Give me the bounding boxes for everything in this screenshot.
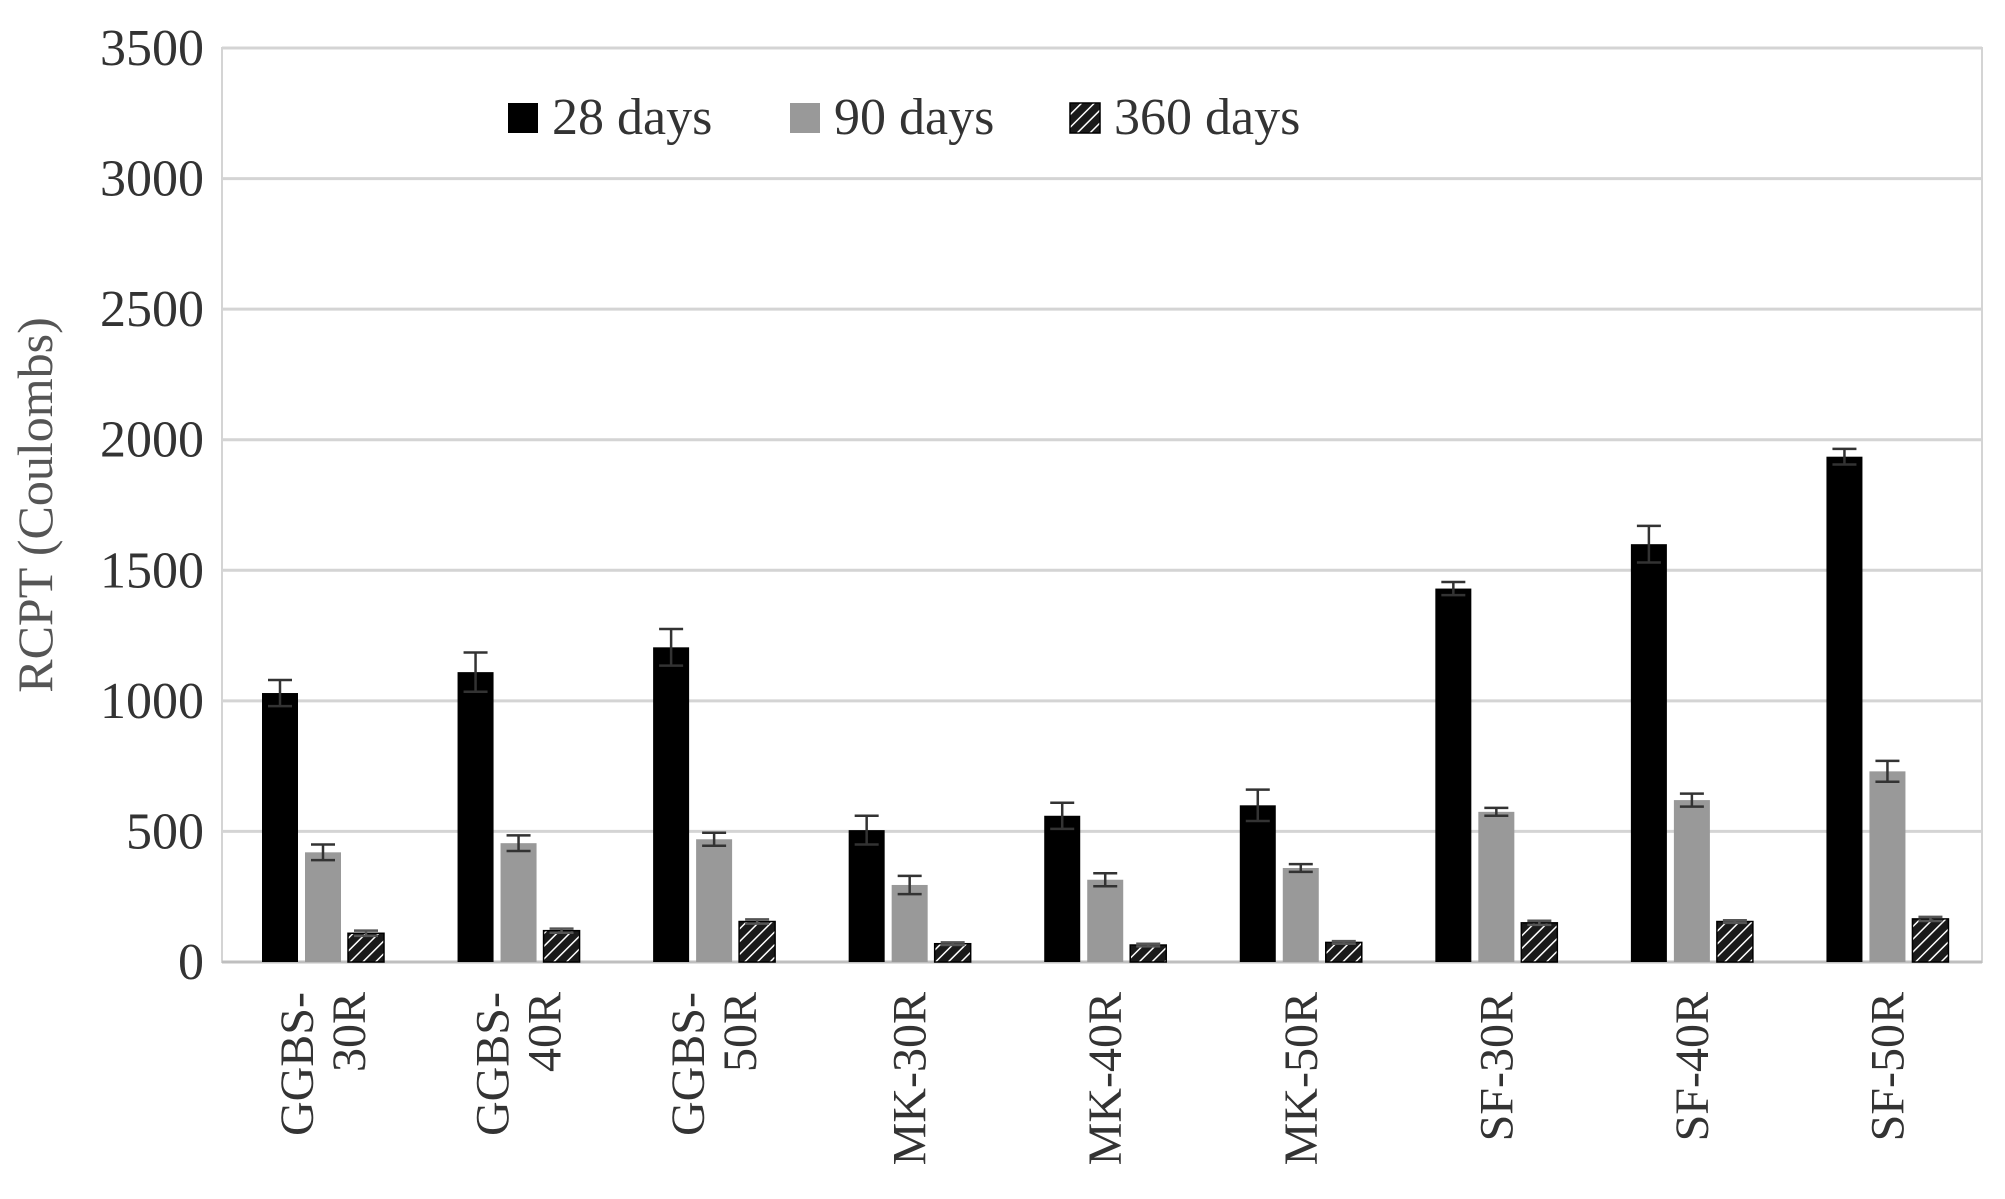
bar-90-days xyxy=(1282,867,1319,962)
x-category-label: MK-40R xyxy=(1079,992,1132,1165)
x-category-label: GGBS- xyxy=(662,992,715,1136)
y-tick-label: 3500 xyxy=(100,20,204,77)
bar-28-days xyxy=(653,647,690,962)
bar-90-days xyxy=(891,884,928,962)
y-tick-label: 1000 xyxy=(100,673,204,730)
y-tick-label: 0 xyxy=(178,934,204,991)
x-category-label: 40R xyxy=(519,992,572,1072)
bar-90-days xyxy=(1087,879,1124,962)
bar-28-days xyxy=(848,830,885,962)
bar-28-days xyxy=(1630,544,1667,962)
bar-360-days xyxy=(1716,920,1754,963)
bar-360-days xyxy=(738,920,776,963)
bar-28-days xyxy=(1826,456,1863,962)
bar-28-days xyxy=(262,693,298,962)
bar-90-days xyxy=(305,852,341,962)
y-tick-label: 1500 xyxy=(100,542,204,599)
legend-label: 360 days xyxy=(1114,89,1300,146)
bar-360-days xyxy=(933,942,972,963)
bar-360-days xyxy=(1520,922,1559,963)
x-category-label: GGBS- xyxy=(467,992,520,1136)
legend-swatch xyxy=(1069,102,1101,134)
legend: 28 days 90 days 360 days xyxy=(508,89,1300,146)
bar-28-days xyxy=(1239,805,1276,962)
y-tick-label: 2500 xyxy=(100,281,204,338)
bar-90-days xyxy=(1869,771,1906,962)
x-category-label: SF-40R xyxy=(1666,992,1719,1141)
bar-28-days xyxy=(457,672,494,962)
x-category-label: 50R xyxy=(714,992,767,1072)
legend-label: 28 days xyxy=(552,89,712,146)
legend-label: 90 days xyxy=(834,89,994,146)
bar-90-days xyxy=(696,839,733,962)
x-axis-categories: GGBS- 30R GGBS- 40R GGBS- 50R MK-30R MK-40R MK-5… xyxy=(271,992,1914,1165)
x-category-label: GGBS- xyxy=(271,992,324,1136)
y-tick-label: 500 xyxy=(126,803,204,860)
y-tick-label: 2000 xyxy=(100,412,204,469)
bar-360-days xyxy=(1325,941,1363,963)
x-category-label: MK-50R xyxy=(1275,992,1328,1165)
bar-360-days xyxy=(1911,918,1950,963)
legend-swatch xyxy=(790,103,820,133)
bar-360-days xyxy=(347,932,385,963)
y-tick-label: 3000 xyxy=(100,151,204,208)
bar-360-days xyxy=(542,929,581,963)
x-category-label: SF-30R xyxy=(1470,992,1523,1141)
x-category-label: MK-30R xyxy=(884,992,937,1165)
bar-90-days xyxy=(1673,800,1710,962)
bars xyxy=(262,447,1950,963)
x-category-label: SF-50R xyxy=(1861,992,1914,1141)
bar-90-days xyxy=(1478,811,1515,962)
bar-28-days xyxy=(1044,815,1081,962)
x-category-label: 30R xyxy=(323,992,376,1072)
bar-28-days xyxy=(1435,588,1472,962)
bar-90-days xyxy=(500,843,537,962)
legend-swatch xyxy=(508,103,538,133)
y-axis-ticks: 0 500 1000 1500 2000 2500 3000 3500 xyxy=(100,20,204,991)
y-axis-title: RCPT (Coulombs) xyxy=(7,317,63,693)
